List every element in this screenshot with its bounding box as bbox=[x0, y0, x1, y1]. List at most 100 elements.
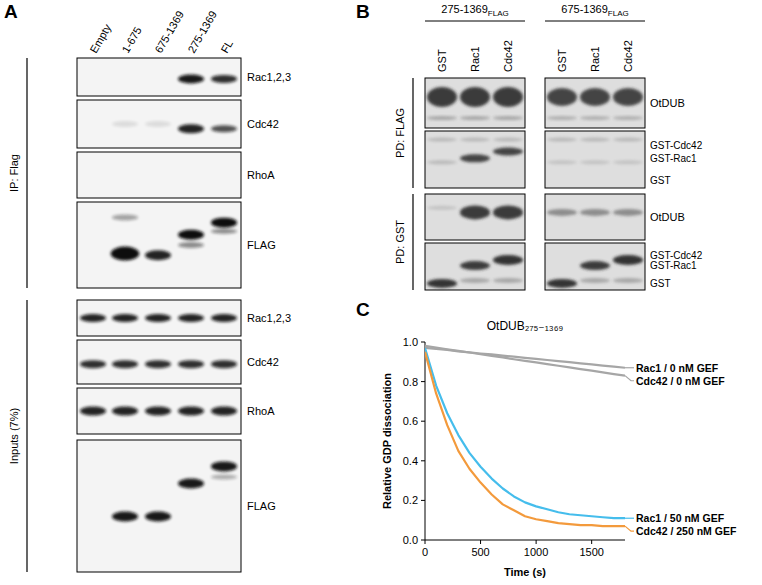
band bbox=[580, 160, 610, 164]
band bbox=[460, 138, 490, 142]
band bbox=[547, 209, 577, 216]
blot-frame bbox=[77, 440, 241, 572]
blot bbox=[77, 388, 241, 434]
group-label: IP: Flag bbox=[8, 154, 20, 192]
gel bbox=[425, 243, 525, 290]
band bbox=[145, 250, 171, 260]
band bbox=[80, 407, 106, 416]
blot-frame bbox=[77, 100, 241, 148]
band bbox=[80, 360, 106, 368]
gel-frame bbox=[545, 194, 645, 240]
gel-header: 675-1369FLAG bbox=[561, 3, 628, 18]
band bbox=[460, 154, 490, 162]
band bbox=[211, 75, 237, 83]
band bbox=[547, 138, 577, 142]
gel-frame bbox=[545, 78, 645, 128]
band-label: GST-Cdc42 bbox=[650, 140, 703, 151]
band bbox=[178, 479, 204, 489]
lane-label: GST bbox=[556, 49, 568, 72]
pulldown-label: PD: GST bbox=[394, 220, 406, 264]
lane-label: 1-675 bbox=[119, 25, 143, 55]
panel-label: C bbox=[356, 299, 370, 320]
blot bbox=[77, 340, 241, 384]
band bbox=[211, 461, 237, 471]
x-axis-label: Time (s) bbox=[504, 566, 546, 578]
blot bbox=[77, 202, 241, 288]
band bbox=[145, 314, 171, 322]
y-tick bbox=[421, 540, 425, 541]
band bbox=[145, 121, 171, 127]
band bbox=[493, 87, 523, 107]
x-tick-label: 1000 bbox=[524, 546, 548, 558]
blot bbox=[77, 100, 241, 148]
band bbox=[178, 407, 204, 416]
band bbox=[580, 209, 610, 216]
band bbox=[211, 218, 237, 228]
gel-frame bbox=[545, 243, 645, 290]
band bbox=[427, 279, 457, 288]
band bbox=[613, 160, 643, 164]
band-label: GST-Rac1 bbox=[650, 153, 697, 164]
gel bbox=[545, 243, 645, 290]
band bbox=[613, 209, 643, 216]
band bbox=[580, 88, 610, 106]
y-tick bbox=[421, 381, 425, 382]
blot-frame bbox=[77, 152, 241, 198]
y-axis-label: Relative GDP dissociation bbox=[381, 373, 393, 509]
x-tick bbox=[425, 540, 426, 544]
band bbox=[460, 87, 490, 107]
label-leader bbox=[625, 518, 634, 519]
panel-label: A bbox=[4, 1, 18, 22]
blot bbox=[77, 152, 241, 198]
band bbox=[427, 138, 457, 142]
group-bracket bbox=[412, 78, 413, 188]
y-tick-label: 0.0 bbox=[403, 534, 418, 546]
y-tick bbox=[421, 342, 425, 343]
blot-label: Cdc42 bbox=[247, 356, 279, 368]
blot-label: RhoA bbox=[247, 169, 275, 181]
band bbox=[211, 407, 237, 416]
band bbox=[112, 314, 138, 322]
band bbox=[178, 314, 204, 322]
band bbox=[178, 242, 204, 248]
label-leader bbox=[625, 367, 634, 368]
series-label: Rac1 / 50 nM GEF bbox=[636, 512, 725, 524]
x-tick bbox=[591, 540, 592, 544]
header-line bbox=[545, 21, 645, 22]
band bbox=[178, 360, 204, 368]
series-line bbox=[425, 348, 625, 518]
band bbox=[547, 88, 577, 106]
y-tick bbox=[421, 460, 425, 461]
gel-frame bbox=[425, 194, 525, 240]
band bbox=[580, 278, 610, 283]
band bbox=[145, 407, 171, 416]
label-leader bbox=[625, 376, 634, 381]
group-bracket bbox=[412, 194, 413, 290]
gel-frame bbox=[425, 243, 525, 290]
band bbox=[547, 160, 577, 164]
lane-label: 675-1369 bbox=[152, 9, 186, 55]
chart-title: OtDUB₂₇₅₋₁₃₆₉ bbox=[487, 319, 564, 333]
band bbox=[580, 116, 610, 120]
band bbox=[211, 360, 237, 368]
series-group bbox=[425, 346, 625, 526]
construct: 675-1369 bbox=[561, 3, 608, 15]
tag: FLAG bbox=[488, 9, 509, 18]
series-label: Cdc42 / 0 nM GEF bbox=[636, 375, 725, 387]
band bbox=[112, 512, 138, 522]
y-tick bbox=[421, 500, 425, 501]
band bbox=[613, 255, 643, 265]
panel-label: B bbox=[356, 1, 370, 22]
band bbox=[427, 116, 457, 120]
band bbox=[145, 360, 171, 368]
blot-label: Cdc42 bbox=[247, 118, 279, 130]
blot bbox=[77, 440, 241, 572]
tag: FLAG bbox=[608, 9, 629, 18]
y-tick-label: 0.2 bbox=[403, 494, 418, 506]
x-tick-label: 500 bbox=[471, 546, 489, 558]
band-label: OtDUB bbox=[650, 97, 685, 109]
band bbox=[547, 279, 577, 288]
blot-frame bbox=[77, 340, 241, 384]
gel-frame bbox=[545, 131, 645, 188]
band bbox=[112, 214, 138, 220]
